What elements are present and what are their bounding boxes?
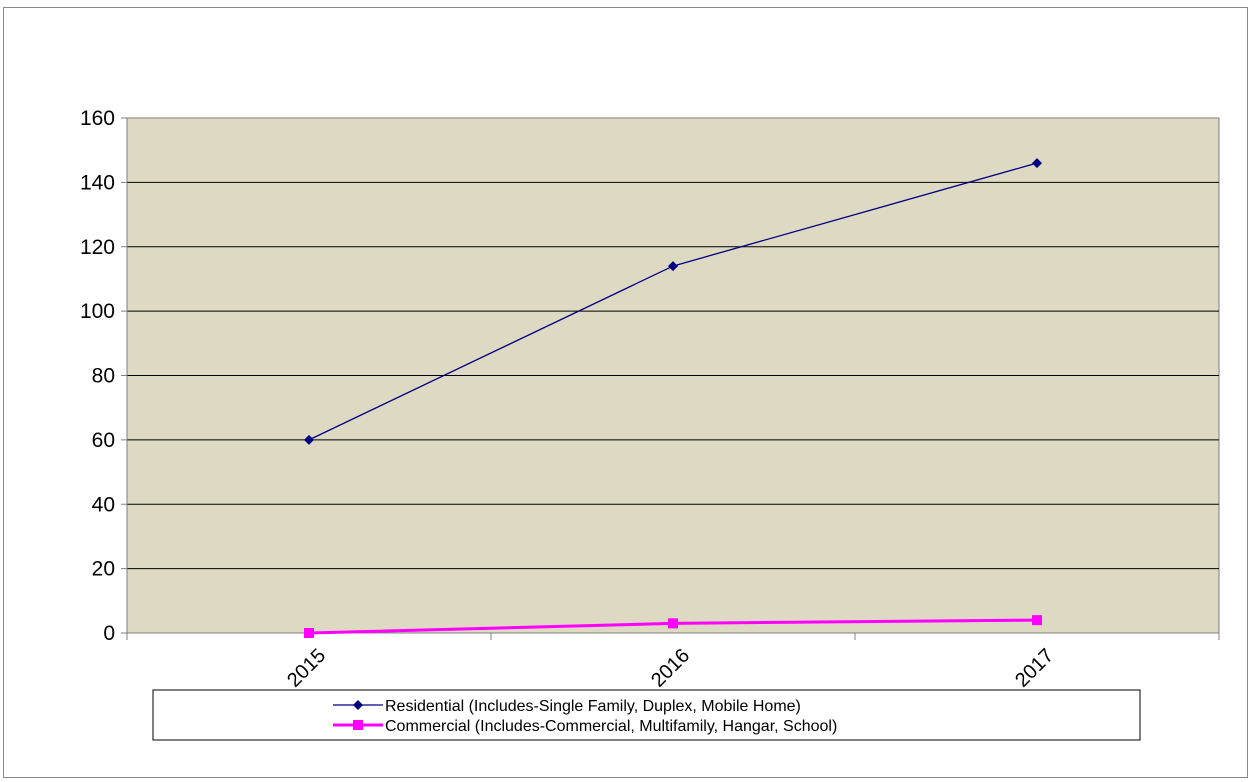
- y-tick-label: 80: [92, 365, 115, 388]
- data-point: [668, 618, 678, 629]
- x-tick-label: 2017: [1011, 645, 1058, 692]
- data-point: [668, 261, 678, 272]
- y-tick-label: 120: [80, 236, 115, 259]
- y-tick-label: 0: [103, 622, 115, 645]
- data-point: [304, 628, 314, 638]
- legend-marker: [353, 700, 363, 710]
- legend: [152, 689, 1141, 741]
- y-tick-label: 60: [92, 429, 115, 452]
- x-tick-label: 2016: [647, 645, 694, 692]
- data-point: [1032, 158, 1042, 169]
- y-tick-label: 160: [80, 107, 115, 130]
- x-tick-label: 2015: [283, 645, 330, 692]
- legend-marker: [353, 720, 363, 730]
- y-tick-label: 20: [92, 558, 115, 581]
- data-point: [304, 434, 314, 445]
- y-tick-label: 100: [80, 300, 115, 323]
- y-tick-label: 40: [92, 493, 115, 516]
- legend-label: Commercial (Includes-Commercial, Multifa…: [385, 718, 837, 735]
- legend-label: Residential (Includes-Single Family, Dup…: [385, 698, 801, 715]
- data-point: [1032, 615, 1042, 626]
- y-tick-label: 140: [80, 171, 115, 194]
